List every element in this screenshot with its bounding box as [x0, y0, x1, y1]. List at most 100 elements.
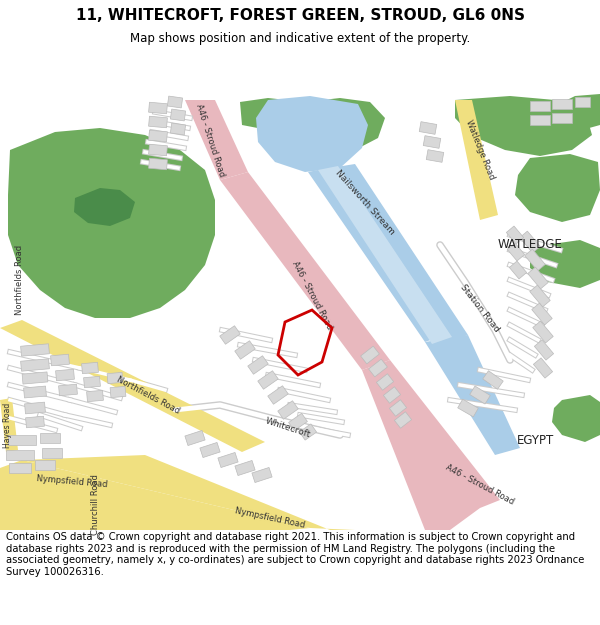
- Polygon shape: [83, 376, 100, 388]
- Polygon shape: [458, 399, 478, 417]
- Polygon shape: [361, 346, 379, 364]
- Polygon shape: [520, 231, 540, 253]
- Polygon shape: [426, 149, 444, 162]
- Polygon shape: [362, 360, 500, 530]
- Polygon shape: [530, 115, 550, 125]
- Polygon shape: [50, 354, 70, 366]
- Text: EGYPT: EGYPT: [517, 434, 554, 446]
- Polygon shape: [149, 144, 167, 156]
- Polygon shape: [170, 123, 185, 135]
- Polygon shape: [149, 102, 167, 114]
- Polygon shape: [200, 442, 220, 458]
- Polygon shape: [509, 261, 527, 279]
- Polygon shape: [508, 243, 524, 261]
- Text: 11, WHITECROFT, FOREST GREEN, STROUD, GL6 0NS: 11, WHITECROFT, FOREST GREEN, STROUD, GL…: [76, 8, 524, 22]
- Polygon shape: [575, 97, 589, 107]
- Polygon shape: [40, 433, 60, 443]
- Polygon shape: [419, 122, 437, 134]
- Text: Watledge Road: Watledge Road: [464, 119, 496, 181]
- Text: Northfields Road: Northfields Road: [115, 374, 181, 416]
- Polygon shape: [389, 400, 407, 416]
- Polygon shape: [252, 468, 272, 482]
- Polygon shape: [535, 340, 554, 360]
- Polygon shape: [289, 413, 307, 431]
- Polygon shape: [74, 188, 135, 226]
- Polygon shape: [86, 391, 103, 402]
- Polygon shape: [555, 94, 600, 130]
- Polygon shape: [278, 401, 298, 419]
- Polygon shape: [149, 116, 167, 128]
- Polygon shape: [149, 158, 167, 170]
- Polygon shape: [110, 386, 126, 398]
- Polygon shape: [506, 226, 524, 244]
- Polygon shape: [56, 369, 74, 381]
- Text: Station Road: Station Road: [458, 282, 502, 334]
- Polygon shape: [525, 249, 545, 271]
- Polygon shape: [552, 99, 572, 109]
- Text: Churchill Road: Churchill Road: [91, 474, 100, 536]
- Polygon shape: [20, 344, 49, 356]
- Polygon shape: [35, 460, 55, 470]
- Text: Nympsfield Road: Nympsfield Road: [36, 474, 108, 489]
- Polygon shape: [394, 412, 412, 428]
- Polygon shape: [23, 386, 46, 398]
- Polygon shape: [425, 335, 520, 455]
- Polygon shape: [218, 452, 238, 468]
- Polygon shape: [235, 341, 255, 359]
- Polygon shape: [515, 154, 600, 222]
- Polygon shape: [88, 470, 100, 530]
- Polygon shape: [185, 100, 248, 180]
- Polygon shape: [149, 130, 167, 142]
- Polygon shape: [235, 461, 255, 476]
- Polygon shape: [0, 460, 310, 530]
- Text: WATLEDGE: WATLEDGE: [497, 239, 562, 251]
- Polygon shape: [82, 362, 98, 374]
- Polygon shape: [455, 96, 592, 156]
- Text: A46 - Stroud Road: A46 - Stroud Road: [194, 102, 226, 178]
- Polygon shape: [240, 98, 305, 130]
- Polygon shape: [455, 100, 498, 220]
- Polygon shape: [42, 448, 62, 458]
- Polygon shape: [220, 326, 240, 344]
- Polygon shape: [107, 372, 123, 384]
- Text: Northfields Road: Northfields Road: [16, 245, 25, 315]
- Polygon shape: [258, 371, 278, 389]
- Polygon shape: [59, 384, 77, 396]
- Polygon shape: [248, 356, 268, 374]
- Polygon shape: [8, 435, 36, 445]
- Polygon shape: [167, 96, 182, 108]
- Text: Contains OS data © Crown copyright and database right 2021. This information is : Contains OS data © Crown copyright and d…: [6, 532, 584, 577]
- Polygon shape: [299, 424, 317, 440]
- Polygon shape: [25, 402, 46, 414]
- Polygon shape: [9, 463, 31, 473]
- Polygon shape: [532, 303, 552, 325]
- Polygon shape: [483, 371, 503, 389]
- Polygon shape: [0, 320, 265, 452]
- Text: A46 - Stroud Road: A46 - Stroud Road: [444, 463, 516, 507]
- Polygon shape: [383, 387, 401, 403]
- Polygon shape: [268, 386, 288, 404]
- Text: Map shows position and indicative extent of the property.: Map shows position and indicative extent…: [130, 32, 470, 45]
- Polygon shape: [530, 101, 550, 111]
- Polygon shape: [256, 96, 368, 172]
- Text: Hayes Road: Hayes Road: [4, 402, 13, 448]
- Polygon shape: [330, 164, 468, 342]
- Polygon shape: [20, 359, 49, 371]
- Text: Whitecroft: Whitecroft: [264, 416, 312, 439]
- Polygon shape: [295, 98, 385, 152]
- Polygon shape: [552, 113, 572, 123]
- Polygon shape: [533, 358, 553, 378]
- Polygon shape: [220, 172, 390, 370]
- Polygon shape: [22, 455, 355, 530]
- Polygon shape: [552, 395, 600, 442]
- Text: A46 - Stroud Road: A46 - Stroud Road: [290, 259, 334, 331]
- Polygon shape: [530, 285, 550, 307]
- Polygon shape: [308, 168, 445, 342]
- Polygon shape: [185, 431, 205, 446]
- Text: Nympsfield Road: Nympsfield Road: [234, 506, 306, 530]
- Text: Nailsworth Stream: Nailsworth Stream: [334, 168, 397, 236]
- Polygon shape: [0, 398, 18, 452]
- Polygon shape: [376, 374, 394, 390]
- Polygon shape: [6, 450, 34, 460]
- Polygon shape: [470, 386, 490, 404]
